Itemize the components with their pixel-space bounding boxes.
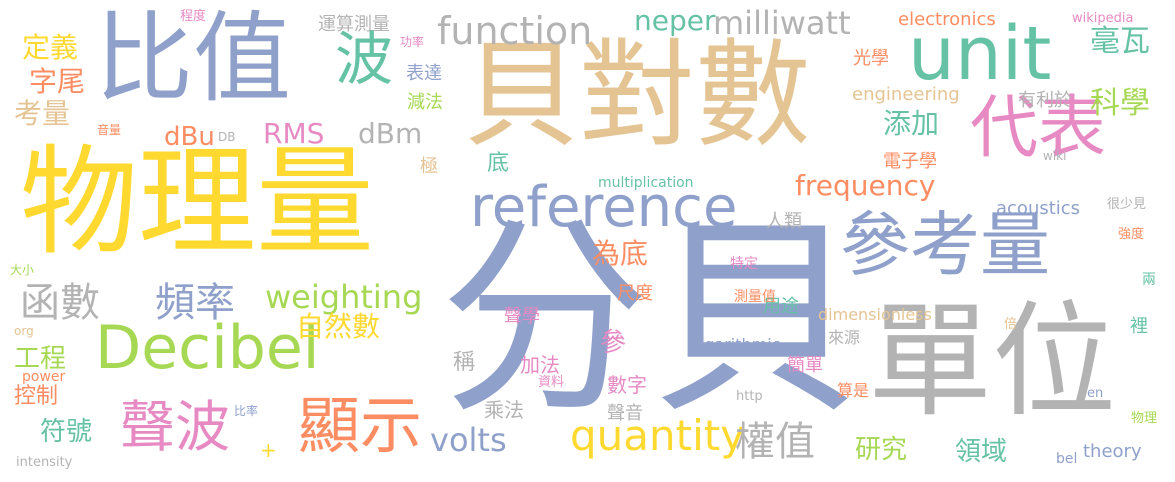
cloud-word: 強度 [1118, 227, 1145, 242]
cloud-word: 字尾 [29, 65, 86, 98]
cloud-word: 功率 [400, 35, 425, 49]
cloud-word: 考量 [14, 97, 71, 130]
cloud-word: 底 [487, 151, 510, 176]
cloud-word: Decibel [95, 313, 320, 383]
cloud-word: logarithmic [690, 335, 781, 354]
cloud-word: power [22, 369, 66, 385]
cloud-word: 定義 [22, 31, 79, 64]
cloud-word: 聲波 [120, 395, 231, 459]
cloud-word: multiplication [598, 175, 694, 191]
cloud-word: 算是 [837, 381, 870, 400]
cloud-word: volts [430, 421, 507, 459]
cloud-word: 人類 [766, 211, 802, 232]
cloud-word: 稱 [453, 350, 476, 375]
cloud-word: 加法 [520, 353, 560, 377]
cloud-word: 尺度 [617, 283, 653, 304]
cloud-word: theory [1083, 441, 1142, 462]
cloud-word: wiki [1043, 149, 1067, 163]
cloud-word: en [1087, 386, 1104, 401]
cloud-word: bel [1056, 451, 1078, 467]
cloud-word: 符號 [40, 417, 93, 447]
cloud-word: 比率 [234, 404, 259, 418]
cloud-word: weighting [265, 278, 423, 316]
cloud-word: 裡 [1130, 316, 1148, 337]
cloud-word: 分貝 [440, 197, 861, 442]
cloud-word: 程度 [180, 9, 207, 24]
cloud-word: 光學 [853, 48, 889, 69]
cloud-word: 大小 [10, 263, 35, 277]
cloud-word: 電子學 [883, 151, 937, 172]
cloud-word: 物理量 [20, 133, 375, 271]
cloud-word: 顯示 [298, 389, 423, 462]
cloud-word: 工程 [14, 344, 67, 374]
cloud-word: 波 [335, 25, 394, 93]
cloud-word: 聲學 [504, 306, 540, 327]
cloud-word: 很少見 [1107, 197, 1147, 212]
cloud-word: 單位 [868, 290, 1117, 434]
cloud-word: 頻率 [155, 280, 235, 326]
cloud-word: 用途 [763, 296, 799, 317]
cloud-word: quantity [570, 411, 746, 460]
cloud-word: 自然數 [296, 310, 381, 343]
cloud-word: 為底 [592, 237, 649, 270]
cloud-word: DB [218, 130, 236, 144]
cloud-word: engineering [852, 84, 960, 105]
cloud-word: intensity [16, 455, 73, 470]
cloud-word: wikipedia [1072, 11, 1134, 26]
cloud-word: function [437, 9, 593, 53]
cloud-word: 研究 [855, 435, 908, 465]
cloud-word: 減法 [407, 92, 443, 113]
cloud-word: 有利於 [1018, 90, 1072, 111]
cloud-word: acoustics [996, 198, 1081, 219]
cloud-word: 物理 [1131, 411, 1158, 426]
cloud-word: 聲音 [607, 403, 643, 424]
cloud-word: dBm [358, 117, 423, 150]
cloud-word: 領域 [955, 437, 1008, 467]
cloud-word: 兩 [1142, 272, 1156, 288]
cloud-word: 權值 [735, 419, 815, 465]
cloud-word: 科學 [1090, 86, 1150, 121]
cloud-word: electronics [898, 9, 996, 30]
cloud-word: 乘法 [484, 398, 524, 422]
cloud-word: 測量值 [734, 289, 776, 305]
cloud-word: 貝對數 [463, 28, 811, 163]
cloud-word: + [260, 438, 277, 462]
cloud-word: RMS [263, 117, 325, 150]
cloud-word: reference [470, 175, 738, 240]
cloud-word: 來源 [828, 328, 861, 347]
cloud-word: 表達 [406, 63, 442, 84]
cloud-word: 資料 [538, 375, 565, 390]
cloud-word: org [14, 324, 34, 338]
cloud-word: milliwatt [713, 4, 851, 42]
cloud-word: 數字 [607, 373, 647, 397]
cloud-word: neper [634, 4, 716, 37]
cloud-word: 運算測量 [318, 14, 390, 35]
cloud-word: 音量 [97, 123, 122, 137]
cloud-word: 倍 [1004, 317, 1018, 332]
cloud-word: 添加 [883, 107, 940, 140]
cloud-word: dimensionless [818, 305, 932, 324]
cloud-word: 參 [600, 328, 627, 358]
cloud-word: unit [908, 11, 1052, 97]
cloud-word: 控制 [14, 384, 59, 409]
cloud-word: http [736, 389, 763, 404]
cloud-word: dBu [164, 122, 215, 152]
cloud-word: 比值 [95, 2, 292, 116]
cloud-word: 參考量 [840, 204, 1050, 286]
cloud-word: frequency [795, 169, 936, 202]
cloud-word: 函數 [20, 280, 100, 326]
cloud-word: 極 [420, 156, 438, 177]
cloud-word: 特定 [730, 256, 758, 272]
cloud-word: 毫瓦 [1090, 24, 1150, 59]
cloud-word: 簡單 [787, 355, 823, 376]
cloud-word: 代表 [970, 89, 1107, 168]
